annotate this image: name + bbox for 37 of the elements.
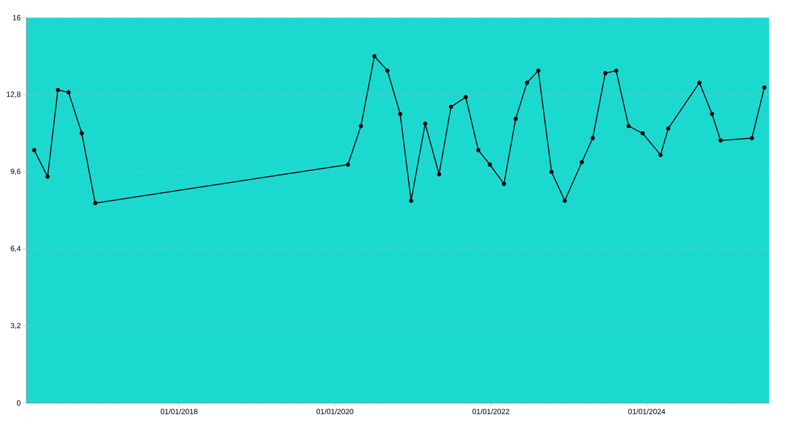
point [46, 174, 50, 179]
point [514, 116, 518, 121]
point [409, 198, 414, 203]
point [346, 162, 350, 167]
point [524, 80, 530, 85]
point [626, 124, 631, 128]
point [718, 138, 723, 143]
point [448, 104, 454, 109]
point [398, 112, 402, 116]
point [762, 85, 766, 90]
point [436, 172, 442, 176]
point [372, 54, 376, 58]
point [549, 170, 554, 174]
point [666, 126, 670, 131]
point [562, 198, 567, 203]
point [614, 68, 618, 73]
point [488, 162, 492, 167]
point [640, 131, 645, 136]
point [580, 160, 584, 164]
point [603, 70, 608, 76]
point [710, 112, 714, 116]
point [385, 68, 390, 73]
point [590, 136, 595, 140]
point [502, 182, 506, 186]
point [476, 148, 480, 152]
point [32, 148, 36, 152]
point [536, 68, 540, 73]
point [464, 95, 468, 100]
point [697, 80, 702, 85]
point [750, 136, 754, 140]
point [423, 122, 428, 126]
point [80, 131, 84, 136]
point [56, 88, 60, 92]
point [658, 152, 663, 158]
point [93, 201, 98, 206]
point [66, 90, 71, 94]
point [358, 124, 364, 128]
